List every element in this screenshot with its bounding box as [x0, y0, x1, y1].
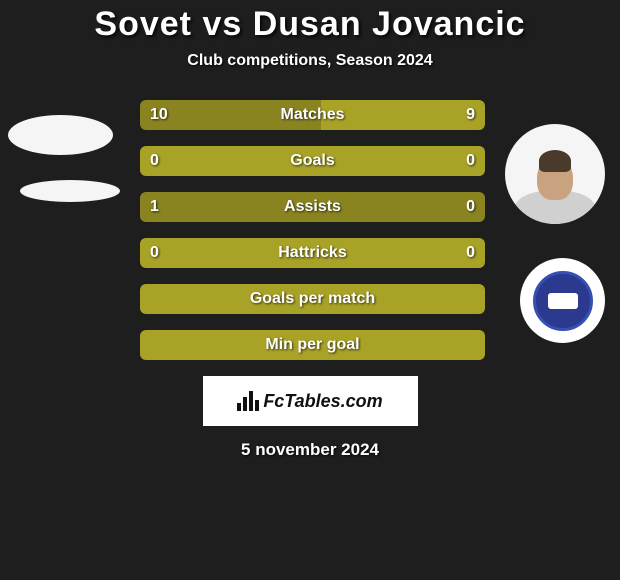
stat-row: 1 Assists 0: [140, 192, 485, 222]
stat-label: Hattricks: [278, 244, 346, 262]
stat-label: Goals: [290, 152, 334, 170]
stat-left-value: 10: [150, 106, 168, 124]
stat-right-value: 0: [466, 198, 475, 216]
page-subtitle: Club competitions, Season 2024: [0, 52, 620, 70]
stat-row: 0 Hattricks 0: [140, 238, 485, 268]
page-title: Sovet vs Dusan Jovancic: [0, 5, 620, 44]
stat-right-value: 9: [466, 106, 475, 124]
stat-row: Goals per match: [140, 284, 485, 314]
team-right-badge: [520, 258, 605, 343]
stat-label: Min per goal: [265, 336, 359, 354]
player-right-avatar: [505, 124, 605, 224]
stat-row: 10 Matches 9: [140, 100, 485, 130]
stat-right-value: 0: [466, 244, 475, 262]
stat-label: Assists: [284, 198, 341, 216]
branding-badge: FcTables.com: [203, 376, 418, 426]
stat-row: Min per goal: [140, 330, 485, 360]
stat-label: Matches: [280, 106, 344, 124]
player-left-avatar: [8, 115, 113, 155]
stat-left-value: 0: [150, 152, 159, 170]
date-label: 5 november 2024: [0, 440, 620, 460]
branding-text: FcTables.com: [263, 391, 382, 412]
stat-left-value: 1: [150, 198, 159, 216]
stat-left-value: 0: [150, 244, 159, 262]
stat-row: 0 Goals 0: [140, 146, 485, 176]
team-left-badge: [20, 180, 120, 202]
comparison-infographic: Sovet vs Dusan Jovancic Club competition…: [0, 0, 620, 580]
stat-right-value: 0: [466, 152, 475, 170]
stat-label: Goals per match: [250, 290, 375, 308]
stats-bars: 10 Matches 9 0 Goals 0 1 Assists 0 0 Hattricks 0 Goa…: [140, 100, 485, 360]
chart-icon: [237, 391, 259, 411]
